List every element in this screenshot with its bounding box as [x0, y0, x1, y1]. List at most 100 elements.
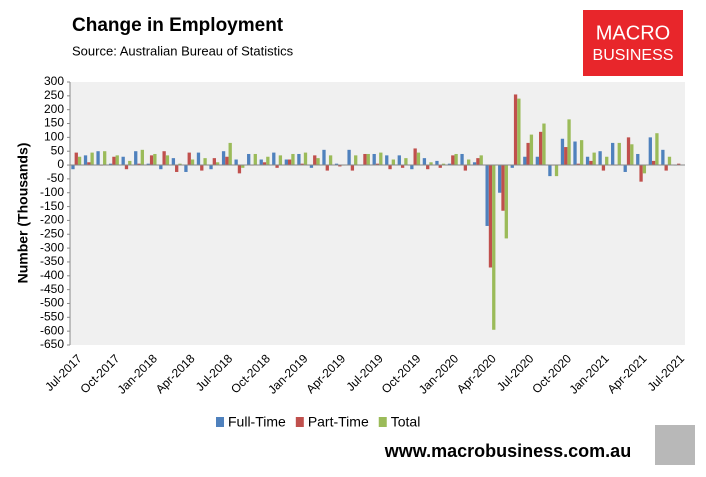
y-axis-label: Number (Thousands) [15, 143, 31, 284]
bar [467, 159, 471, 166]
y-tick-label: -300 [40, 240, 64, 254]
chart-subtitle: Source: Australian Bureau of Statistics [72, 43, 294, 58]
bar [83, 155, 88, 166]
bar [413, 148, 417, 166]
bar [366, 153, 370, 166]
bar [476, 158, 480, 166]
y-tick-label: 50 [51, 143, 65, 157]
bar [372, 153, 376, 166]
bar [112, 156, 116, 166]
y-tick-label: -650 [40, 337, 64, 351]
bar [241, 165, 245, 168]
bar [523, 156, 527, 166]
bar [655, 133, 659, 166]
y-tick-label: -100 [40, 185, 64, 199]
bar [579, 140, 584, 166]
bar [149, 155, 154, 166]
y-tick-label: 200 [44, 102, 64, 116]
x-tick-label: Oct-2019 [379, 351, 424, 396]
x-tick-label: Apr-2019 [303, 351, 348, 396]
bar [498, 165, 502, 193]
bar [200, 165, 204, 171]
bar [247, 153, 251, 166]
bar [463, 165, 468, 171]
bar [529, 134, 534, 166]
bar [617, 142, 621, 166]
bar [291, 153, 295, 166]
bar [539, 131, 543, 166]
bar [237, 165, 242, 174]
bar [146, 163, 150, 166]
bar [140, 149, 144, 166]
bar [513, 94, 518, 166]
legend-swatch [295, 417, 304, 427]
bar [87, 162, 91, 166]
bar [134, 151, 138, 166]
plot-area [70, 82, 685, 345]
logo-text: BUSINESS [593, 47, 674, 64]
bar [275, 165, 279, 168]
bar [542, 123, 546, 166]
bar [677, 163, 681, 166]
bar [410, 165, 414, 170]
bar [623, 165, 627, 172]
bar [472, 162, 477, 166]
bar [303, 152, 308, 166]
bar [404, 158, 408, 166]
legend-label: Full-Time [228, 414, 286, 430]
bar [554, 165, 559, 177]
x-tick-label: Jan-2018 [115, 351, 161, 397]
bar [379, 152, 383, 166]
bar [479, 155, 483, 166]
bar [287, 159, 292, 166]
bar [639, 165, 643, 182]
bar [416, 152, 421, 166]
x-tick-label: Oct-2017 [77, 351, 122, 396]
bar [564, 147, 568, 166]
y-tick-label: -600 [40, 323, 64, 337]
bar [334, 163, 339, 166]
bar [388, 165, 392, 170]
bar [190, 159, 195, 166]
bar [375, 163, 380, 166]
bar [184, 165, 188, 172]
y-tick-label: 150 [44, 116, 64, 130]
bar [175, 165, 179, 172]
bar [284, 159, 288, 166]
bar [601, 165, 606, 171]
bar [592, 152, 596, 166]
bar [137, 163, 141, 166]
bar [605, 156, 609, 166]
bar [347, 149, 351, 166]
legend-swatch [378, 417, 387, 427]
bar [115, 155, 119, 166]
y-tick-label: 100 [44, 130, 64, 144]
bar [598, 151, 602, 166]
bar [221, 151, 226, 166]
bar [162, 151, 166, 166]
bar [585, 156, 590, 166]
bar [429, 162, 433, 166]
bar [325, 165, 329, 171]
bar [328, 155, 333, 166]
bar [492, 165, 496, 330]
bar [316, 158, 320, 166]
bar [278, 155, 283, 166]
bar [196, 152, 201, 166]
bar [225, 156, 229, 166]
bar [501, 165, 505, 211]
legend-swatch [216, 417, 224, 427]
bar [422, 158, 427, 166]
bar [397, 155, 401, 166]
bar [438, 165, 442, 168]
bar [74, 152, 78, 166]
logo-box [583, 10, 683, 76]
bar [454, 153, 458, 166]
website: www.macrobusiness.com.au [384, 441, 631, 461]
bar [153, 153, 157, 166]
bar [187, 152, 191, 166]
y-tick-label: -250 [40, 226, 64, 240]
bar [636, 153, 640, 166]
bar [526, 142, 530, 166]
bar [300, 163, 304, 166]
